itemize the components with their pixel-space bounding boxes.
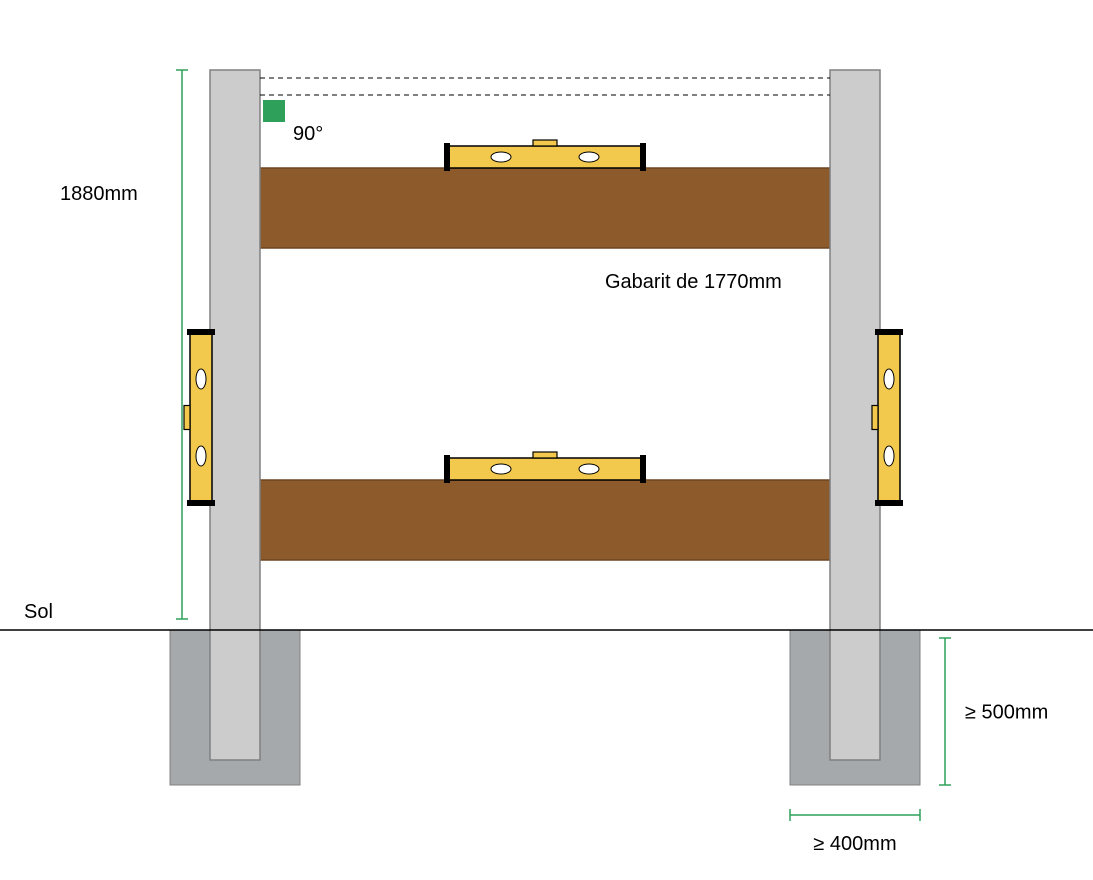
angle-marker	[263, 100, 285, 122]
label-height: 1880mm	[60, 183, 138, 205]
board-upper	[260, 168, 830, 248]
post-left	[210, 70, 260, 760]
background	[0, 0, 1093, 880]
label-gabarit: Gabarit de 1770mm	[605, 271, 782, 293]
label-angle: 90°	[293, 123, 323, 145]
label-depth: ≥ 500mm	[965, 702, 1048, 724]
label-sol: Sol	[24, 601, 53, 623]
board-lower	[260, 480, 830, 560]
label-width: ≥ 400mm	[813, 833, 896, 855]
